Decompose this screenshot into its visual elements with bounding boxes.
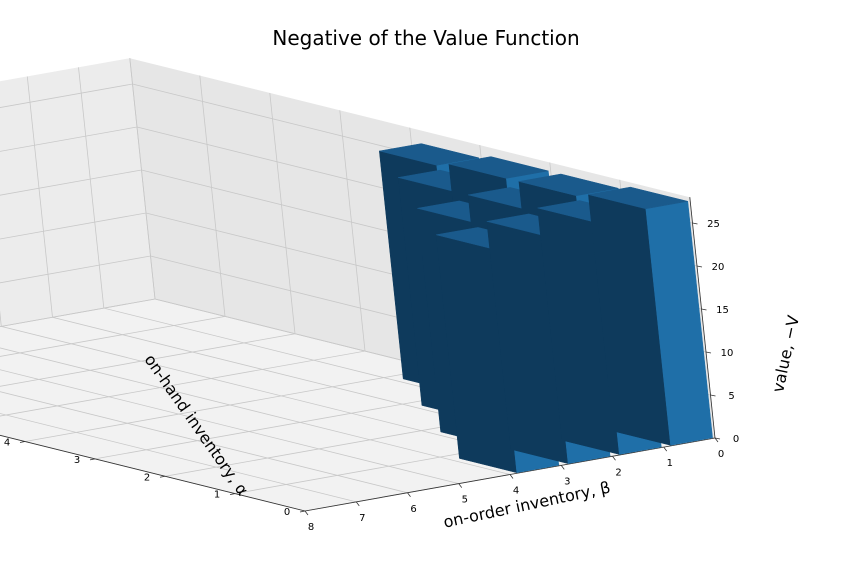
bar-top-face: [518, 173, 619, 196]
z-tick-label: 15: [716, 305, 729, 316]
x-tick-label: 4: [513, 486, 519, 497]
y-tick-mark: [19, 441, 26, 443]
y-tick-label: 4: [4, 438, 10, 449]
z-tick-mark: [701, 308, 707, 311]
bar-top-face: [379, 143, 479, 166]
z-tick-label: 10: [721, 348, 734, 359]
z-axis-line: [689, 197, 716, 439]
y-tick-label: 2: [144, 472, 150, 483]
x-tick-mark: [458, 483, 463, 488]
x-tick-mark: [663, 446, 668, 452]
z-tick-label: 25: [707, 219, 720, 230]
x-tick-mark: [304, 510, 309, 516]
y-tick-mark: [229, 493, 236, 496]
x-tick-mark: [560, 465, 565, 470]
x-tick-mark: [714, 437, 719, 443]
y-tick-label: 0: [284, 507, 290, 518]
bar-top-face: [588, 186, 688, 210]
x-tick-mark: [355, 501, 360, 507]
z-tick-mark: [714, 437, 721, 440]
x-tick-mark: [407, 492, 411, 497]
grid-line-x: [0, 413, 357, 503]
y-tick-mark: [89, 458, 96, 461]
y-tick-mark: [159, 475, 166, 478]
z-tick-label: 0: [733, 434, 739, 445]
x-tick-label: 5: [462, 495, 468, 506]
x-tick-label: 7: [359, 513, 365, 524]
x-tick-mark: [612, 456, 616, 461]
chart-title: Negative of the Value Function: [272, 26, 579, 50]
x-tick-label: 2: [615, 467, 621, 478]
bar: [588, 186, 713, 446]
z-tick-mark: [710, 394, 716, 397]
z-tick-label: 20: [712, 262, 725, 273]
x-tick-label: 1: [667, 458, 673, 469]
z-axis-label: value, −V: [768, 314, 803, 395]
x-tick-label: 3: [564, 476, 570, 487]
tick-labels: 0123456780123456780510152025: [4, 219, 739, 533]
bar-top-face: [448, 156, 549, 179]
grid-line-x: [0, 347, 511, 475]
back-pane: [0, 58, 155, 327]
grid-line-x: [0, 369, 459, 484]
x-tick-mark: [509, 474, 514, 479]
z-tick-mark: [705, 351, 712, 354]
bar-group: [379, 143, 713, 474]
grid-line-x: [0, 391, 408, 494]
x-tick-label: 6: [410, 504, 416, 515]
z-tick-mark: [692, 222, 698, 225]
y-tick-label: 1: [214, 490, 220, 501]
y-tick-mark: [299, 510, 306, 513]
x-tick-label: 0: [718, 449, 724, 460]
z-tick-label: 5: [728, 391, 734, 402]
y-tick-label: 3: [74, 455, 80, 466]
x-tick-label: 8: [308, 522, 314, 533]
z-tick-mark: [696, 265, 703, 268]
